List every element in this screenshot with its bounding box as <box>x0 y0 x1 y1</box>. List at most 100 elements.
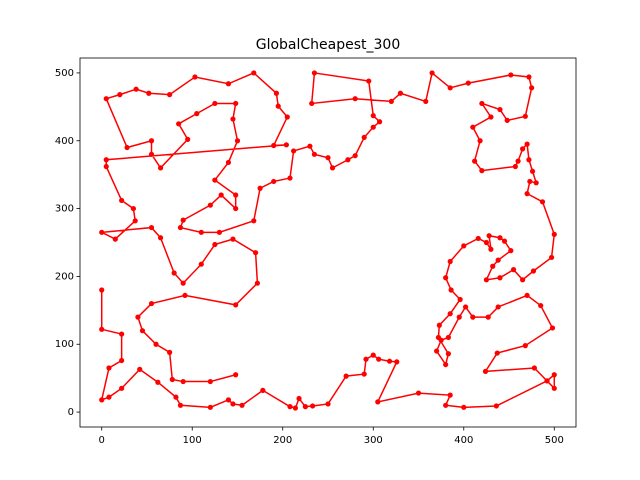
point <box>495 304 501 310</box>
plot-area: 0 100 200 300 400 500 0 100 200 300 400 500 <box>55 68 564 446</box>
point <box>212 241 218 248</box>
point <box>363 356 369 362</box>
y-tick-label: 400 <box>55 136 74 147</box>
point <box>212 177 218 183</box>
point <box>207 404 213 410</box>
point <box>462 304 469 310</box>
x-tick-label: 500 <box>545 435 564 446</box>
x-tick-label: 200 <box>273 435 292 446</box>
point <box>477 138 483 144</box>
point <box>486 233 492 239</box>
point <box>176 121 182 127</box>
point <box>180 378 186 385</box>
point <box>361 134 367 140</box>
point <box>233 372 239 378</box>
point <box>287 404 293 410</box>
point <box>325 401 331 407</box>
point <box>157 165 164 171</box>
point <box>167 349 173 355</box>
point <box>539 199 546 205</box>
point <box>376 356 382 362</box>
point <box>311 70 318 76</box>
point <box>435 334 442 341</box>
point <box>526 74 532 80</box>
point <box>234 138 241 144</box>
y-tick-label: 200 <box>55 271 74 282</box>
point <box>307 143 313 149</box>
point <box>524 191 530 197</box>
point <box>148 151 155 157</box>
point <box>343 373 349 379</box>
point <box>284 114 290 120</box>
point <box>447 311 453 317</box>
point <box>531 365 537 371</box>
point <box>388 98 394 105</box>
point <box>504 117 510 124</box>
point <box>133 86 139 92</box>
point <box>169 376 175 383</box>
point <box>443 361 449 368</box>
point <box>415 390 422 396</box>
point <box>529 85 535 91</box>
point <box>524 141 530 147</box>
point <box>483 239 489 246</box>
point <box>465 80 471 86</box>
point <box>239 402 245 408</box>
point <box>254 280 261 286</box>
point <box>283 142 289 148</box>
point <box>443 275 449 281</box>
y-tick-label: 0 <box>68 407 74 418</box>
point <box>551 372 557 378</box>
point <box>117 92 123 98</box>
y-tick-label: 300 <box>55 204 74 215</box>
point <box>470 124 476 130</box>
point <box>296 395 302 402</box>
point <box>216 229 222 235</box>
point <box>130 205 137 212</box>
point <box>436 322 442 328</box>
point <box>225 397 232 403</box>
point <box>370 352 376 358</box>
point <box>361 371 367 377</box>
point <box>423 98 429 105</box>
point <box>230 401 236 407</box>
point <box>271 178 277 185</box>
y-tick-label: 100 <box>55 339 74 350</box>
point <box>445 334 451 341</box>
point <box>194 111 200 117</box>
point <box>309 100 315 107</box>
point <box>207 202 213 208</box>
point <box>99 397 105 403</box>
point <box>112 236 118 242</box>
x-tick-label: 100 <box>183 435 202 446</box>
point <box>177 402 184 408</box>
point <box>257 185 263 191</box>
x-tick-label: 300 <box>364 435 383 446</box>
point <box>173 394 179 400</box>
point <box>434 348 440 354</box>
point <box>233 205 239 212</box>
point <box>457 296 463 303</box>
point <box>292 405 299 411</box>
point <box>394 359 400 365</box>
point <box>230 236 236 242</box>
point <box>527 178 533 185</box>
point <box>345 157 351 163</box>
point <box>119 385 125 391</box>
point <box>508 72 514 78</box>
point <box>157 235 164 241</box>
point <box>311 151 318 157</box>
point <box>124 144 130 151</box>
point <box>260 387 266 393</box>
point <box>448 287 454 293</box>
point <box>352 96 358 102</box>
point <box>302 404 308 410</box>
point <box>106 365 112 371</box>
point <box>275 103 281 109</box>
point <box>148 138 155 144</box>
point <box>135 314 141 320</box>
point <box>119 331 125 337</box>
point <box>155 379 161 385</box>
point <box>493 403 499 409</box>
point <box>447 392 453 398</box>
